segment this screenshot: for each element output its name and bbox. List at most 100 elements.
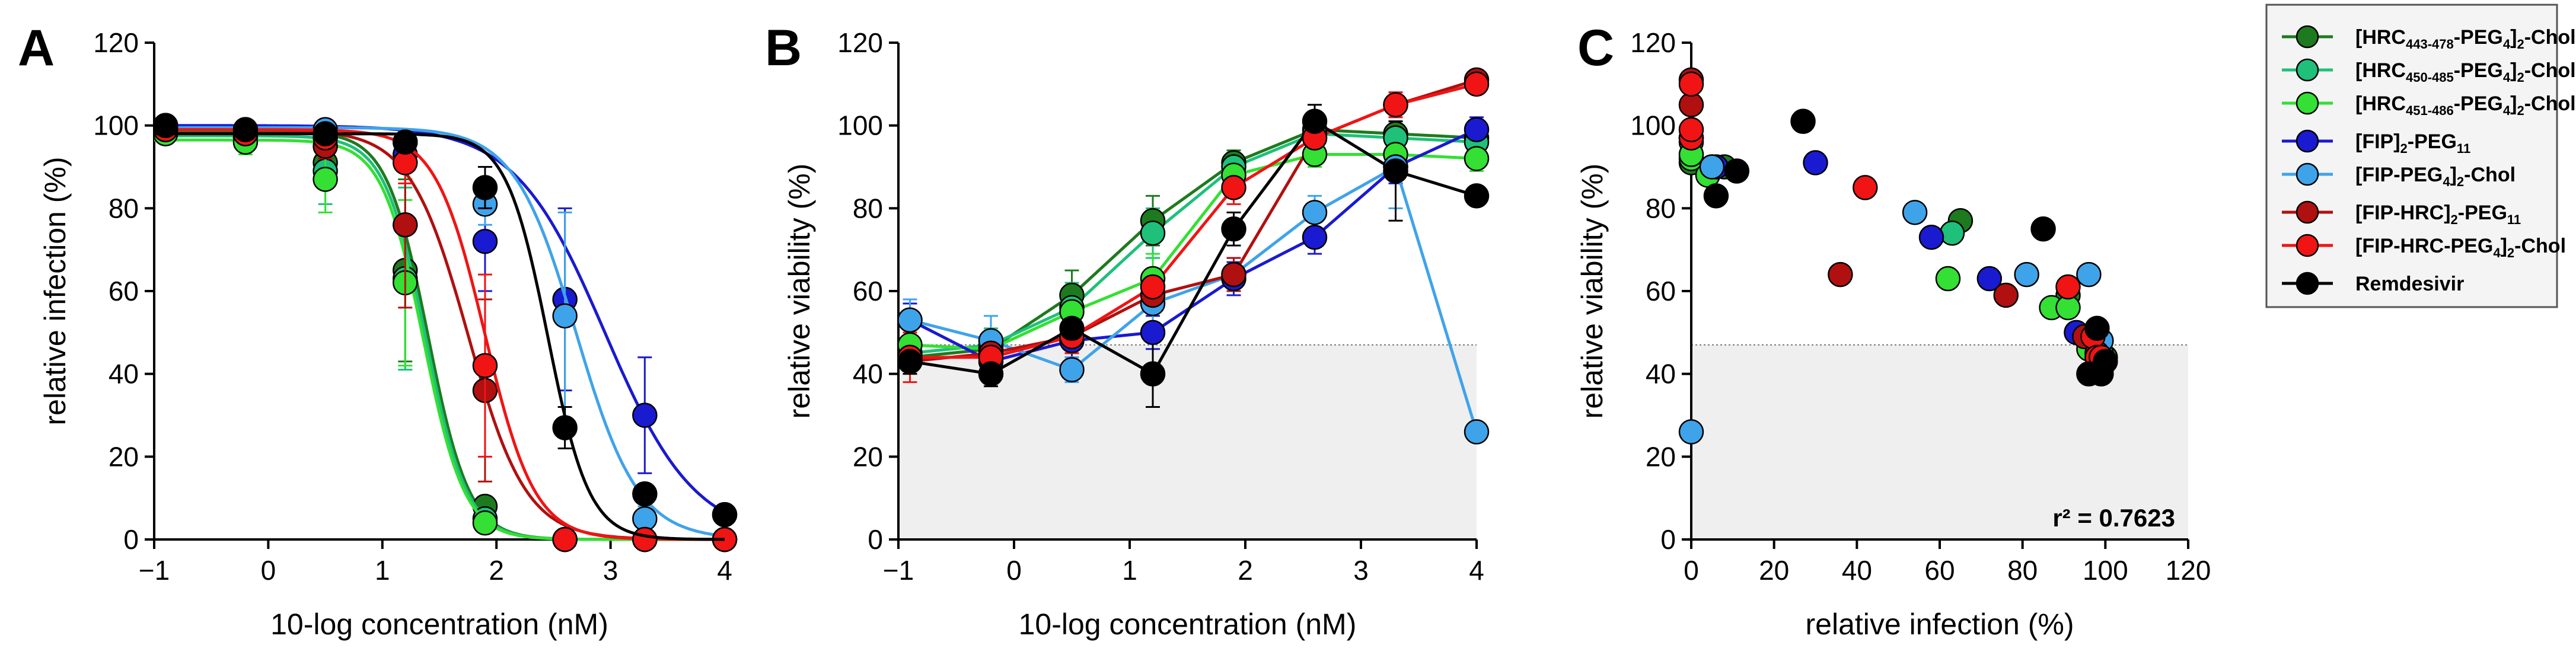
series-line-FIP_PEG11: [909, 128, 1478, 363]
scatter-point-HRC450: [1939, 220, 1965, 246]
legend-marker: [2296, 129, 2319, 153]
data-point-Remdesivir: [1059, 315, 1085, 341]
scatter-point-FIP_PEG11: [1803, 150, 1828, 175]
series-line-HRC450: [910, 132, 1477, 355]
data-point-Remdesivir: [1221, 216, 1246, 242]
fit-curve-Remdesivir: [154, 132, 725, 541]
legend-text-part: -PEG: [2454, 59, 2503, 82]
x-tick-label: 120: [2166, 555, 2211, 586]
scatter-point-Remdesivir: [2093, 349, 2118, 374]
x-tick-label: 1: [1122, 555, 1137, 586]
data-point-FIP_PEG4: [1464, 419, 1490, 445]
data-point-FIP_PEG4: [1302, 200, 1328, 225]
data-point-Remdesivir: [1383, 158, 1408, 184]
fit-curve-HRC443: [154, 130, 725, 541]
legend-text-part: -PEG: [2454, 92, 2503, 115]
y-tick-label: 0: [123, 524, 139, 555]
legend-text-part: -PEG: [2408, 130, 2457, 153]
scatter-point-FIP_PEG11: [1976, 266, 2003, 292]
legend-item-HRC450: [HRC450-485-PEG4]2-Chol: [2282, 58, 2576, 85]
legend-subscript: 2: [2517, 37, 2524, 52]
legend-subscript: 4: [2503, 70, 2511, 85]
y-tick-label: 100: [1630, 110, 1676, 141]
data-point-Remdesivir: [552, 415, 578, 440]
scatter-point-FIP_PEG11: [1918, 224, 1944, 250]
legend-text-part: [HRC: [2355, 92, 2406, 115]
data-point-Remdesivir: [632, 481, 658, 507]
legend-marker: [2296, 234, 2319, 257]
legend-subscript: 2: [2517, 70, 2524, 85]
y-tick-label: 40: [109, 359, 139, 389]
y-tick-label: 120: [93, 27, 139, 58]
panel-letter: A: [18, 20, 55, 76]
legend-item-FIP_PEG11: [FIP]2-PEG11: [2282, 129, 2470, 156]
legend-marker: [2296, 25, 2319, 49]
scatter-point-FIPHRC_PEG11: [1828, 261, 1853, 288]
data-point-HRC451: [472, 510, 498, 536]
legend-label: [FIP-HRC]2-PEG11: [2355, 202, 2521, 227]
data-point-Remdesivir: [1464, 183, 1490, 209]
data-point-Remdesivir: [978, 361, 1004, 387]
legend-text-part: Remdesivir: [2355, 273, 2464, 295]
data-point-FIP_PEG11: [472, 228, 498, 254]
legend-label: Remdesivir: [2355, 273, 2464, 295]
data-point-FIPHRC_PEG4: [1221, 175, 1246, 200]
legend-text-part: ]: [2510, 92, 2517, 115]
legend-item-Remdesivir: Remdesivir: [2282, 272, 2464, 295]
y-tick-label: 60: [1646, 276, 1676, 306]
y-tick-label: 40: [853, 359, 883, 389]
scatter-point-FIPHRC_PEG11: [1993, 282, 2019, 308]
series-line-FIP_PEG4: [909, 164, 1478, 433]
legend-text-part: ]: [2450, 164, 2457, 186]
y-axis-label: relative infection (%): [39, 157, 72, 426]
y-tick-label: 40: [1646, 359, 1676, 389]
scatter-point-FIPHRC_PEG4: [1678, 117, 1704, 142]
panel-c: 0 20 40 60 80 100 120 0 20 40 60 80 100 120 relative i…: [1576, 20, 2211, 641]
fit-curve-HRC451: [154, 138, 725, 541]
data-point-HRC450: [1140, 220, 1166, 246]
legend-subscript: 2: [2451, 212, 2458, 227]
legend-subscript: 4: [2503, 37, 2511, 52]
x-tick-label: 2: [1238, 555, 1253, 586]
legend-item-HRC443: [HRC443-478-PEG4]2-Chol: [2282, 25, 2576, 52]
scatter-point-FIP_PEG4: [1699, 154, 1725, 180]
y-tick-label: 20: [109, 441, 139, 472]
y-tick-label: 0: [1660, 524, 1676, 555]
panel-letter: B: [765, 20, 802, 76]
legend-subscript: 4: [2493, 245, 2501, 260]
legend-text-part: -Chol: [2524, 26, 2576, 49]
data-point-FIP_PEG11: [632, 403, 658, 428]
scatter-point-Remdesivir: [2030, 216, 2056, 242]
legend-label: [FIP-PEG4]2-Chol: [2355, 164, 2516, 189]
scatter-point-FIPHRC_PEG4: [1853, 175, 1878, 200]
data-point-Remdesivir: [232, 117, 259, 142]
x-axis-label: 10-log concentration (nM): [270, 608, 608, 641]
legend-marker: [2296, 162, 2319, 186]
data-point-FIP_PEG4: [552, 303, 578, 329]
y-tick-label: 60: [109, 276, 139, 306]
y-tick-label: 0: [868, 524, 883, 555]
legend-box: [2265, 4, 2558, 308]
legend-subscript: 11: [2507, 212, 2521, 227]
legend-subscript: 450-485: [2406, 70, 2454, 85]
fit-curve-HRC450: [154, 134, 725, 541]
y-tick-label: 120: [1630, 27, 1676, 58]
data-point-HRC451: [1464, 146, 1490, 171]
legend-subscript: 2: [2457, 174, 2464, 189]
legend-text-part: [HRC: [2355, 26, 2406, 49]
data-point-FIPHRC_PEG4: [1464, 71, 1490, 97]
x-tick-label: 80: [2007, 555, 2038, 586]
scatter-point-FIP_PEG4: [2014, 261, 2039, 288]
data-point-Remdesivir: [1302, 108, 1328, 134]
x-tick-label: −1: [139, 555, 170, 586]
scatter-point-HRC451: [1935, 266, 1961, 292]
data-point-FIP_PEG11: [1464, 117, 1490, 142]
legend-label: [HRC451-486-PEG4]2-Chol: [2355, 92, 2576, 118]
scatter-point-FIPHRC_PEG4: [1678, 71, 1704, 97]
legend-text-part: -PEG: [2458, 202, 2507, 224]
y-tick-label: 20: [853, 441, 883, 472]
legend-item-FIPHRC_PEG11: [FIP-HRC]2-PEG11: [2282, 200, 2521, 227]
